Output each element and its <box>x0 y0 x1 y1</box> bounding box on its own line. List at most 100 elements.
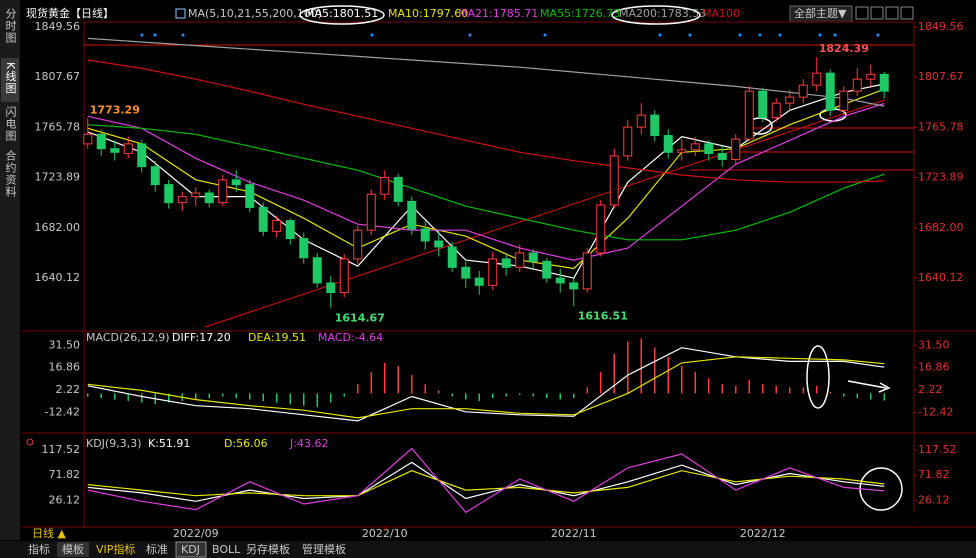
candle-body <box>407 200 417 230</box>
y-tick-label: 1682.00 <box>918 221 964 234</box>
bottom-tab[interactable]: 管理模板 <box>302 542 346 556</box>
candle-body <box>798 84 808 98</box>
ma-line <box>87 102 885 261</box>
y-tick-label: 1849.56 <box>35 20 81 33</box>
legend-entry: MACD:-4.64 <box>318 331 383 344</box>
x-tick-label: 2022/10 <box>362 527 408 540</box>
y-tick-label: 1807.67 <box>35 70 81 83</box>
candle-body <box>515 252 525 268</box>
candle-body <box>245 184 255 208</box>
bottom-tab[interactable]: 模板 <box>62 542 84 556</box>
candle-body <box>272 220 282 232</box>
y-tick-label: 26.12 <box>918 494 950 507</box>
theme[interactable]: 全部主题▼ <box>794 6 847 20</box>
candle-body <box>677 149 687 153</box>
trend-lines <box>84 44 914 328</box>
candle-body <box>569 282 579 290</box>
ma-label: MA(5,10,21,55,200,100) <box>188 7 322 20</box>
y-tick-label: 1765.78 <box>918 120 964 133</box>
ma-line <box>87 447 885 514</box>
sidebar-active <box>1 58 19 102</box>
candle-body <box>83 133 93 145</box>
candle-body <box>609 155 619 206</box>
candle-body <box>96 133 106 150</box>
bottom-tab[interactable]: VIP指标 <box>96 542 135 556</box>
period[interactable]: 日线 ▲ <box>32 526 66 540</box>
y-tick-label: 1765.78 <box>35 120 81 133</box>
side-tab[interactable]: 合约资料 <box>4 149 17 198</box>
ma-icon[interactable] <box>175 8 186 19</box>
candle-body <box>771 102 781 119</box>
extreme-label: 1614.67 <box>335 311 385 324</box>
candle-body <box>636 114 646 128</box>
kdj-marker[interactable] <box>26 438 34 446</box>
y-tick-label: 16.86 <box>49 361 81 374</box>
y-tick-label: 1640.12 <box>35 271 81 284</box>
candle-body <box>690 143 700 151</box>
candle-body <box>825 72 835 111</box>
y-tick-label: 117.52 <box>918 443 957 456</box>
y-tick-label: 71.82 <box>49 468 81 481</box>
candle-body <box>812 72 822 86</box>
tab-active <box>175 541 207 558</box>
candle-body <box>704 143 714 154</box>
candle-body <box>258 206 268 232</box>
side-tab[interactable]: 闪电图 <box>4 105 17 142</box>
candle-body <box>353 229 363 260</box>
bottom-tab[interactable]: KDJ <box>181 543 200 556</box>
extreme-label: 1824.39 <box>819 42 869 55</box>
candle-body <box>717 152 727 160</box>
candle-body <box>312 257 322 284</box>
candle-body <box>461 266 471 279</box>
candle-body <box>231 179 241 186</box>
candle-body <box>501 258 511 268</box>
bottom-tab[interactable]: 标准 <box>146 542 168 556</box>
candle-body <box>299 238 309 259</box>
candle-body <box>177 196 187 204</box>
candle-body <box>744 90 754 140</box>
candle-body <box>191 192 201 198</box>
candle-body <box>285 220 295 240</box>
candle-body <box>326 282 336 293</box>
candle-body <box>650 114 660 136</box>
window-buttons[interactable] <box>855 6 914 20</box>
candle-body <box>758 90 768 119</box>
ma-line <box>87 347 885 422</box>
symbol: 现货黄金【日线】 <box>26 6 114 20</box>
y-tick-label: 1807.67 <box>918 70 964 83</box>
y-tick-label: 117.52 <box>42 443 81 456</box>
candle-body <box>380 176 390 195</box>
legend-entry: J:43.62 <box>289 437 328 450</box>
side-tab[interactable]: 分时图 <box>4 8 17 44</box>
bottom-tab[interactable]: BOLL <box>212 543 241 556</box>
legend-entry: DIFF:17.20 <box>172 331 231 344</box>
legend-entry: DEA:19.51 <box>248 331 306 344</box>
candle-body <box>164 184 174 204</box>
tab-active <box>57 542 89 557</box>
bottom-tab[interactable]: 另存模板 <box>246 542 290 556</box>
candle-body <box>474 277 484 286</box>
y-tick-label: 1849.56 <box>918 20 964 33</box>
mask <box>860 512 960 526</box>
x-tick-label: 2022/09 <box>173 527 219 540</box>
ma-line <box>87 59 885 183</box>
candle-body <box>420 228 430 242</box>
candle-body <box>785 96 795 104</box>
side-tab[interactable]: K线图 <box>4 62 17 94</box>
y-tick-label: 1640.12 <box>918 271 964 284</box>
candle-body <box>555 277 565 284</box>
candle-body <box>204 192 214 204</box>
y-tick-label: 31.50 <box>49 338 81 351</box>
legend-entry: MA5:1801.51 <box>305 7 378 20</box>
y-tick-label: 1723.89 <box>35 171 81 184</box>
sidebar <box>0 0 20 540</box>
bottom-tab[interactable]: 指标 <box>28 542 50 556</box>
candle-body <box>528 252 538 262</box>
legend-entry: MA21:1785.71 <box>458 7 538 20</box>
y-tick-label: 2.22 <box>56 383 81 396</box>
panel-frame <box>22 21 976 528</box>
highlight-ellipses <box>299 5 903 511</box>
